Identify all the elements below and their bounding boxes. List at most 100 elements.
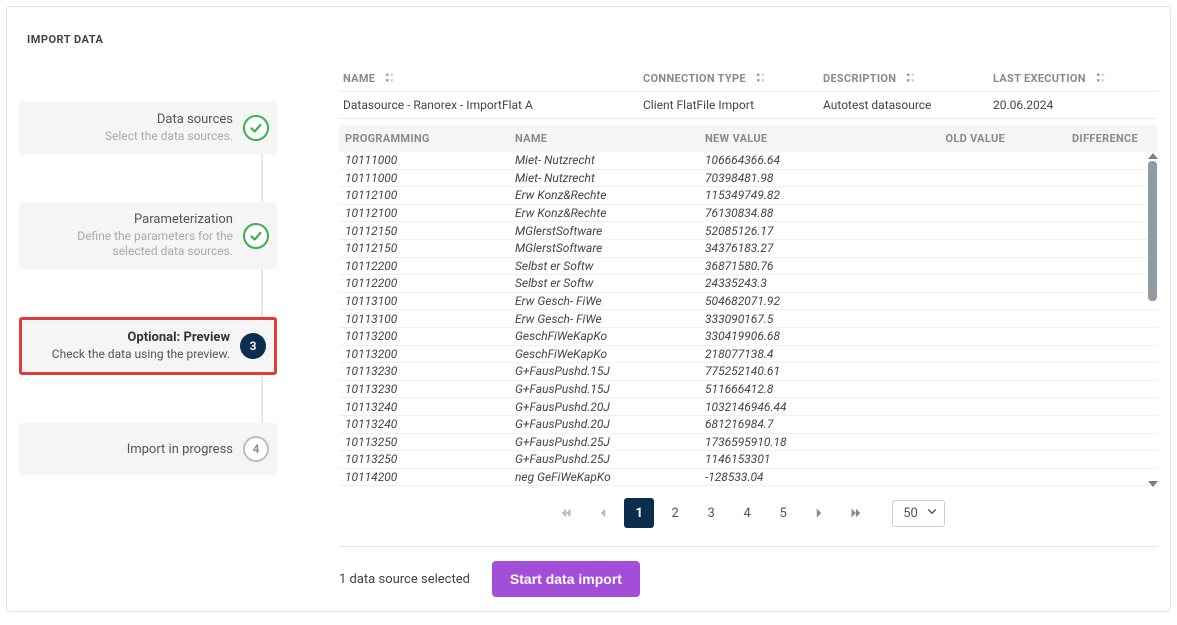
dh-old-value[interactable]: OLD VALUE — [865, 132, 1005, 145]
step-subtitle: Check the data using the preview. — [36, 347, 230, 362]
cell-prog: 10113250 — [345, 435, 515, 449]
dh-name[interactable]: NAME — [515, 132, 705, 145]
sort-icon[interactable] — [1095, 72, 1106, 85]
chevron-down-icon — [926, 505, 938, 521]
scroll-track[interactable] — [1148, 161, 1157, 479]
footer: 1 data source selected Start data import — [339, 561, 1158, 597]
table-row[interactable]: 10113250G+FausPushd.25J1736595910.18 — [339, 434, 1158, 452]
src-conn: Client FlatFile Import — [643, 98, 823, 112]
scrollbar[interactable] — [1147, 152, 1158, 488]
cell-name: Erw Gesch- FiWe — [515, 294, 705, 308]
col-header-connection[interactable]: CONNECTION TYPE — [643, 72, 823, 85]
stepper: Data sources Select the data sources. Pa… — [19, 66, 277, 597]
step-title: Parameterization — [33, 212, 233, 227]
page-next-button[interactable] — [804, 498, 834, 528]
cell-prog: 10113230 — [345, 364, 515, 378]
cell-newv: 36871580.76 — [705, 259, 865, 273]
cell-newv: -128533.04 — [705, 470, 865, 484]
cell-name: neg GeFiWeKapKo — [515, 470, 705, 484]
col-header-description[interactable]: DESCRIPTION — [823, 72, 993, 85]
cell-newv: 115349749.82 — [705, 188, 865, 202]
cell-newv: 1736595910.18 — [705, 435, 865, 449]
table-row[interactable]: 10111000Miet- Nutzrecht70398481.98 — [339, 170, 1158, 188]
step-import-progress[interactable]: Import in progress 4 — [19, 423, 277, 475]
step-title: Data sources — [33, 112, 233, 127]
cell-prog: 10113100 — [345, 312, 515, 326]
page-prev-button[interactable] — [588, 498, 618, 528]
cell-name: G+FausPushd.25J — [515, 452, 705, 466]
table-row[interactable]: 10114200neg GeFiWeKapKo-128533.04 — [339, 469, 1158, 487]
col-header-name-label: NAME — [343, 72, 375, 85]
cell-prog: 10113230 — [345, 382, 515, 396]
cell-name: Erw Konz&Rechte — [515, 188, 705, 202]
sort-icon[interactable] — [755, 72, 766, 85]
cell-name: Miet- Nutzrecht — [515, 171, 705, 185]
cell-prog: 10113240 — [345, 400, 515, 414]
sort-icon[interactable] — [905, 72, 916, 85]
start-import-button[interactable]: Start data import — [492, 561, 640, 597]
cell-newv: 681216984.7 — [705, 417, 865, 431]
step-title: Import in progress — [33, 442, 233, 457]
scroll-up-icon[interactable] — [1148, 153, 1158, 159]
page-number-button[interactable]: 2 — [660, 498, 690, 528]
cell-newv: 106664366.64 — [705, 153, 865, 167]
table-row[interactable]: 10112100Erw Konz&Rechte115349749.82 — [339, 187, 1158, 205]
table-row[interactable]: 10113200GeschFiWeKapKo218077138.4 — [339, 346, 1158, 364]
step-parameterization[interactable]: Parameterization Define the parameters f… — [19, 202, 277, 269]
cell-name: MGlerstSoftware — [515, 241, 705, 255]
table-row[interactable]: 10112150MGlerstSoftware34376183.27 — [339, 240, 1158, 258]
table-row[interactable]: 10113230G+FausPushd.15J511666412.8 — [339, 381, 1158, 399]
page-number-button[interactable]: 3 — [696, 498, 726, 528]
table-row[interactable]: 10113200GeschFiWeKapKo330419906.68 — [339, 328, 1158, 346]
step-data-sources[interactable]: Data sources Select the data sources. — [19, 102, 277, 154]
cell-name: GeschFiWeKapKo — [515, 347, 705, 361]
dh-new-value[interactable]: NEW VALUE — [705, 132, 865, 145]
page-size-select[interactable]: 50 — [892, 500, 945, 527]
table-row[interactable]: 10113100Erw Gesch- FiWe333090167.5 — [339, 310, 1158, 328]
content-area: NAME CONNECTION TYPE DESCRIPTION LAST EX… — [339, 66, 1158, 597]
table-row[interactable]: 10113240G+FausPushd.20J681216984.7 — [339, 416, 1158, 434]
cell-prog: 10112150 — [345, 241, 515, 255]
table-row[interactable]: 10113250G+FausPushd.25J1146153301 — [339, 451, 1158, 469]
col-header-connection-label: CONNECTION TYPE — [643, 72, 746, 85]
cell-name: Selbst er Softw — [515, 276, 705, 290]
scroll-down-icon[interactable] — [1148, 481, 1158, 487]
col-header-description-label: DESCRIPTION — [823, 72, 896, 85]
dh-programming[interactable]: PROGRAMMING — [345, 132, 515, 145]
cell-newv: 1146153301 — [705, 452, 865, 466]
page-first-button[interactable] — [552, 498, 582, 528]
col-header-last-exec[interactable]: LAST EXECUTION — [993, 72, 1154, 85]
table-row[interactable]: 10112150MGlerstSoftware52085126.17 — [339, 222, 1158, 240]
table-row[interactable]: 10114200neg GeFiWeKapKo-84831.8064 — [339, 486, 1158, 488]
cell-name: Erw Konz&Rechte — [515, 206, 705, 220]
cell-name: G+FausPushd.15J — [515, 364, 705, 378]
step-preview[interactable]: Optional: Preview Check the data using t… — [19, 317, 277, 375]
src-name: Datasource - Ranorex - ImportFlat A — [343, 98, 643, 112]
step-badge-current: 3 — [240, 333, 266, 359]
dh-scroll-spacer — [1138, 132, 1152, 145]
page-number-button[interactable]: 1 — [624, 498, 654, 528]
table-row[interactable]: 10112200Selbst er Softw36871580.76 — [339, 258, 1158, 276]
table-row[interactable]: 10111000Miet- Nutzrecht106664366.64 — [339, 152, 1158, 170]
sort-icon[interactable] — [384, 72, 395, 85]
source-table-row[interactable]: Datasource - Ranorex - ImportFlat A Clie… — [339, 91, 1158, 119]
scroll-thumb[interactable] — [1148, 161, 1157, 301]
cell-prog: 10112150 — [345, 224, 515, 238]
table-row[interactable]: 10113240G+FausPushd.20J1032146946.44 — [339, 398, 1158, 416]
cell-newv: 24335243.3 — [705, 276, 865, 290]
cell-name: MGlerstSoftware — [515, 224, 705, 238]
cell-name: G+FausPushd.20J — [515, 417, 705, 431]
table-row[interactable]: 10112200Selbst er Softw24335243.3 — [339, 275, 1158, 293]
table-row[interactable]: 10113100Erw Gesch- FiWe504682071.92 — [339, 293, 1158, 311]
cell-newv: 504682071.92 — [705, 294, 865, 308]
page-number-button[interactable]: 4 — [732, 498, 762, 528]
table-row[interactable]: 10113230G+FausPushd.15J775252140.61 — [339, 363, 1158, 381]
page-last-button[interactable] — [840, 498, 870, 528]
dh-difference[interactable]: DIFFERENCE — [1005, 132, 1138, 145]
cell-prog: 10113250 — [345, 452, 515, 466]
table-row[interactable]: 10112100Erw Konz&Rechte76130834.88 — [339, 205, 1158, 223]
page-number-button[interactable]: 5 — [768, 498, 798, 528]
source-table-header: NAME CONNECTION TYPE DESCRIPTION LAST EX… — [339, 66, 1158, 91]
src-exec: 20.06.2024 — [993, 98, 1154, 112]
col-header-name[interactable]: NAME — [343, 72, 643, 85]
